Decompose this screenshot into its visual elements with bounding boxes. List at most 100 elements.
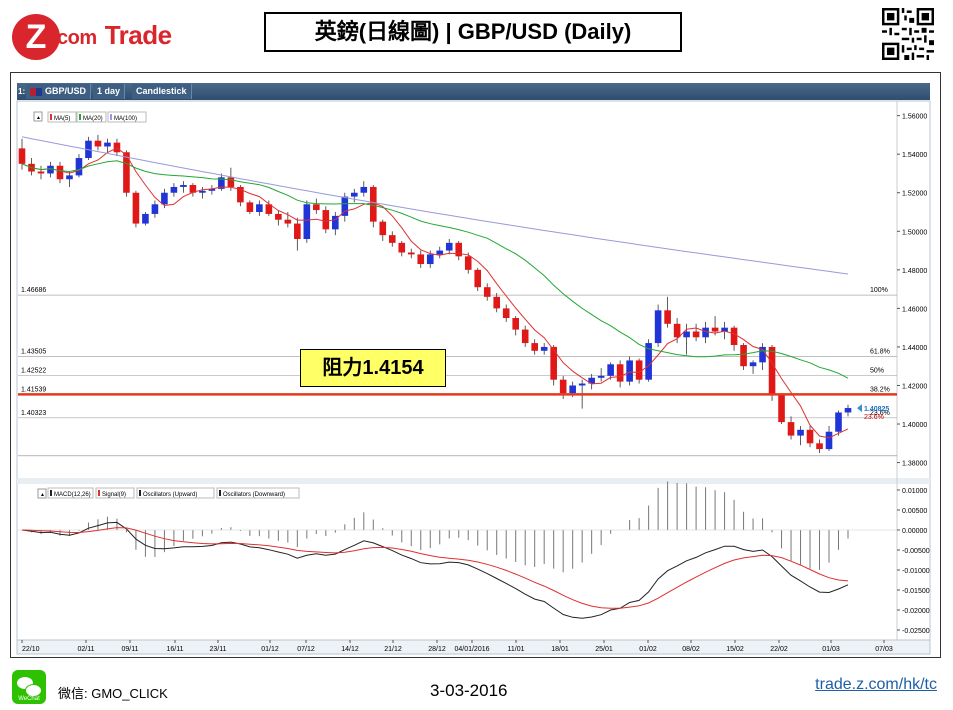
website-link[interactable]: trade.z.com/hk/tc [815, 676, 937, 693]
candle [398, 240, 406, 257]
candle [540, 343, 548, 355]
candle [787, 416, 795, 440]
candle-body [123, 152, 130, 193]
time-tick-label: 22/02 [770, 646, 788, 653]
candle [550, 345, 557, 386]
price-tick-label: 1.50000 [902, 229, 927, 236]
fib-pct-label: 61.8% [870, 348, 890, 355]
candle-body [635, 360, 643, 380]
candle-body [227, 177, 235, 187]
macd-legend-item-label: Signal(9) [102, 492, 126, 498]
candle-body [18, 148, 26, 164]
fib-value-label: 1.46686 [21, 287, 46, 294]
candle-body [132, 192, 140, 224]
candle-body [464, 256, 472, 270]
candle-body [303, 204, 311, 239]
candle [445, 238, 453, 255]
candle-body [816, 443, 823, 450]
candle [132, 190, 140, 228]
candle-body [256, 204, 263, 213]
wechat-icon [12, 670, 46, 704]
price-tick-label: 1.46000 [902, 306, 927, 313]
candle [237, 185, 244, 207]
current-price-label: 1.40825 [864, 406, 889, 413]
candle-body [825, 431, 833, 450]
resistance-label: 阻力1.4154 [300, 349, 446, 387]
time-tick-label: 04/01/2016 [454, 646, 489, 653]
candle [256, 200, 263, 216]
candle [721, 321, 728, 340]
fib-value-label: 1.42522 [21, 367, 46, 374]
candle-body [455, 242, 463, 257]
candle-body [445, 242, 453, 251]
time-tick-label: 11/01 [508, 646, 525, 653]
candle-body [721, 327, 728, 332]
legend-color-swatch [110, 114, 112, 120]
candle-body [493, 296, 501, 309]
candle-body [313, 204, 320, 211]
time-tick-label: 07/03 [875, 646, 893, 653]
candle-body [94, 140, 102, 147]
candle [645, 339, 652, 382]
candle [208, 185, 216, 195]
page-title: 英鎊(日線圖) | GBP/USD (Daily) [264, 12, 682, 52]
logo-dotcom: .com [52, 27, 97, 49]
candle [275, 210, 282, 226]
candle [246, 200, 254, 214]
candle-body [284, 219, 292, 224]
macd-tick-label: -0.00500 [902, 548, 930, 555]
fib-pct-label: 38.2% [870, 386, 890, 393]
candle [531, 339, 538, 355]
candle [749, 360, 757, 374]
legend-item-box [107, 111, 147, 123]
chart-type-selector[interactable]: Candlestick [132, 84, 192, 99]
time-tick-label: 07/12 [297, 646, 315, 653]
candle [778, 393, 785, 425]
chart-plot-area [16, 100, 931, 641]
candle [123, 150, 130, 197]
candle-body [237, 186, 244, 203]
candle-body [189, 185, 197, 193]
candle [607, 362, 614, 380]
candle [322, 206, 330, 234]
candle [66, 171, 73, 187]
macd-legend-item-box [216, 487, 300, 499]
candle-body [559, 379, 567, 394]
candle-body [388, 235, 396, 243]
candle [189, 183, 197, 197]
candle [521, 325, 529, 347]
price-tick-label: 1.44000 [902, 345, 927, 352]
interval-selector[interactable]: 1 day [93, 84, 126, 99]
candle-body [768, 346, 776, 396]
time-tick-label: 16/11 [167, 646, 184, 653]
candle [94, 134, 102, 151]
fib-value-label: 1.43505 [21, 348, 46, 355]
candle [692, 323, 700, 342]
candle-body [75, 158, 83, 176]
time-tick-label: 21/12 [384, 646, 402, 653]
candle-body [170, 186, 178, 193]
wechat-icon-label: WeChat [18, 696, 40, 702]
symbol-selector[interactable]: GBP/USD [26, 84, 92, 99]
candle [835, 410, 842, 436]
candle [350, 188, 358, 203]
candle [47, 161, 54, 178]
candle [616, 360, 624, 388]
candle [626, 356, 633, 386]
time-axis [16, 639, 931, 655]
price-tick-label: 1.42000 [902, 383, 927, 390]
time-tick-label: 02/11 [78, 646, 95, 653]
macd-legend-collapse-icon: ▲ [40, 492, 45, 498]
fib-value-label: 1.41539 [21, 386, 46, 393]
price-tick-label: 1.56000 [902, 114, 927, 121]
candle-body [512, 318, 520, 330]
candle [635, 358, 643, 384]
candle [768, 345, 776, 401]
candle-body [474, 269, 482, 288]
candle-body [740, 345, 747, 367]
candle-body [246, 202, 254, 213]
time-tick-label: 15/02 [726, 646, 744, 653]
candle-body [436, 250, 444, 255]
price-tick-label: 1.48000 [902, 268, 927, 275]
legend-collapse-button [33, 111, 43, 122]
